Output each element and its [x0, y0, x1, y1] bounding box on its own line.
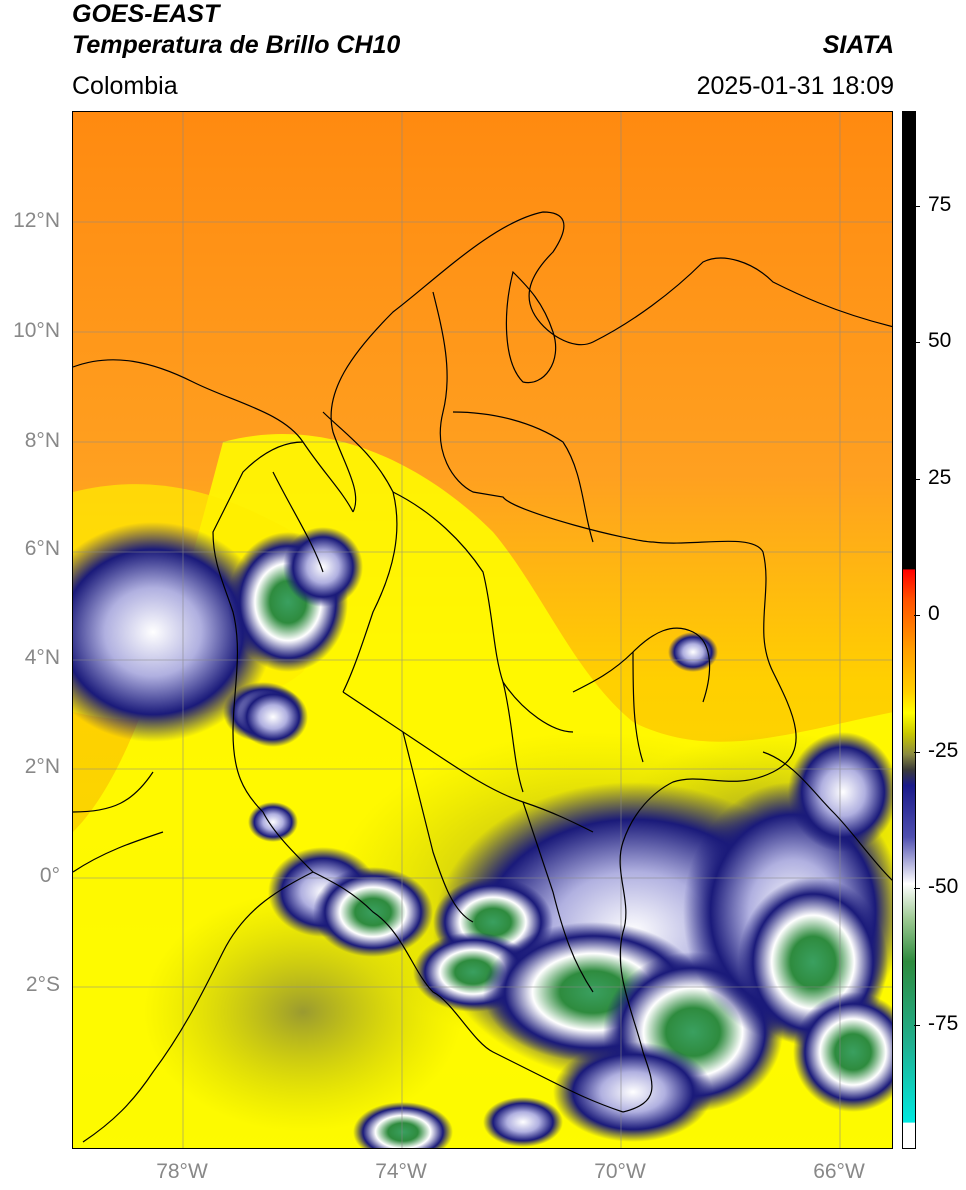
lat-label-2s: 2°S	[25, 973, 60, 996]
lat-label-6n: 6°N	[24, 537, 60, 560]
lat-label-10n: 10°N	[13, 319, 60, 342]
colorbar-label-neg50: -50	[928, 875, 959, 898]
lat-label-2n: 2°N	[24, 755, 60, 778]
brand-label: SIATA	[822, 31, 894, 59]
lon-label-70w: 70°W	[594, 1160, 646, 1183]
lat-label-4n: 4°N	[24, 646, 60, 669]
colorbar-label-neg25: -25	[928, 739, 959, 762]
satellite-map[interactable]	[72, 111, 893, 1149]
timestamp-label: 2025-01-31 18:09	[696, 72, 894, 100]
borders	[73, 211, 892, 1143]
lat-label-12n: 12°N	[13, 209, 60, 232]
title-line-1: GOES-EAST	[72, 0, 220, 28]
lat-label-0: 0°	[39, 864, 60, 887]
graticule	[73, 112, 892, 1148]
lat-label-8n: 8°N	[24, 429, 60, 452]
colorbar-label-25: 25	[928, 466, 952, 489]
lon-label-74w: 74°W	[375, 1160, 427, 1183]
colorbar-label-75: 75	[928, 193, 952, 216]
lon-label-66w: 66°W	[813, 1160, 865, 1183]
colorbar-label-0: 0	[928, 602, 940, 625]
region-label: Colombia	[72, 72, 178, 100]
colorbar-label-50: 50	[928, 329, 952, 352]
title-line-2: Temperatura de Brillo CH10	[72, 31, 401, 59]
colorbar	[902, 111, 916, 1149]
cloud-system-pacific	[73, 522, 273, 742]
map-canvas	[73, 112, 892, 1148]
colorbar-label-neg75: -75	[928, 1012, 959, 1035]
lon-label-78w: 78°W	[156, 1160, 208, 1183]
